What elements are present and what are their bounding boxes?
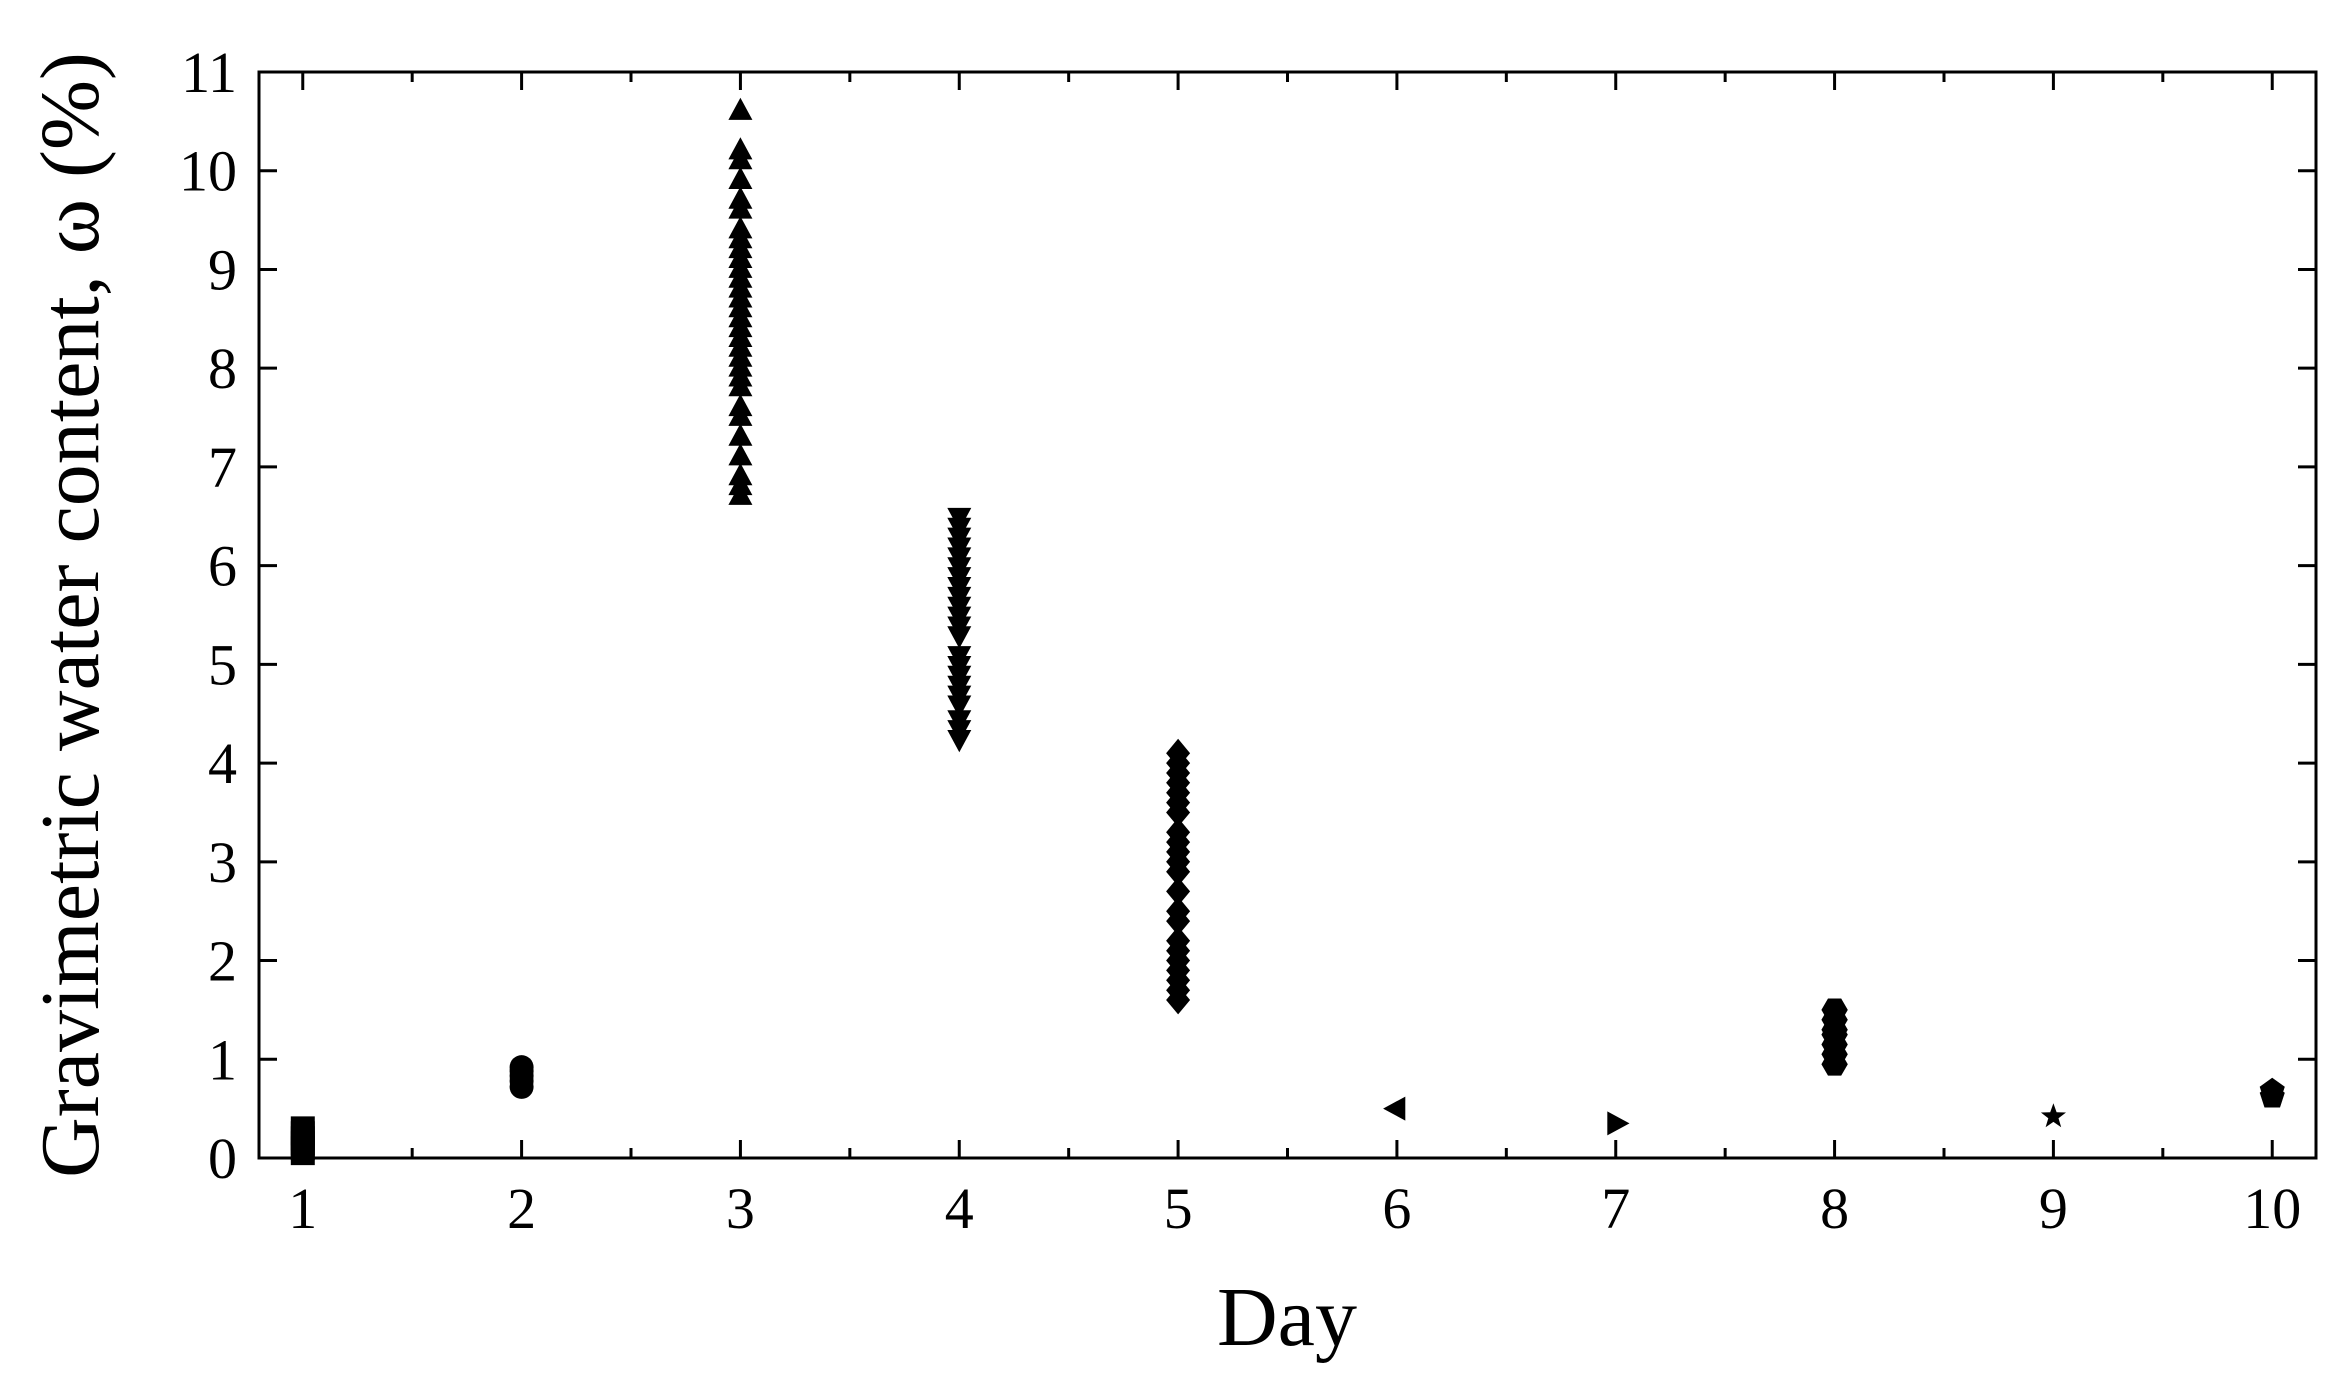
x-tick-label: 1 — [288, 1176, 317, 1241]
y-tick-label: 2 — [208, 929, 237, 994]
marker — [1607, 1111, 1630, 1136]
marker — [1166, 926, 1191, 956]
x-tick-label: 7 — [1601, 1176, 1630, 1241]
marker — [290, 1116, 315, 1141]
marker — [509, 1055, 534, 1080]
marker — [947, 507, 972, 531]
y-tick-label: 7 — [208, 435, 237, 500]
y-tick-label: 11 — [181, 40, 237, 105]
y-tick-label: 3 — [208, 830, 237, 895]
y-tick-label: 9 — [208, 237, 237, 302]
marker — [728, 443, 753, 466]
y-tick-label: 1 — [208, 1027, 237, 1092]
marker — [2259, 1077, 2285, 1102]
marker — [947, 710, 972, 733]
x-tick-label: 3 — [726, 1176, 755, 1241]
marker — [728, 97, 753, 120]
x-tick-label: 8 — [1820, 1176, 1849, 1241]
marker — [2040, 1103, 2066, 1128]
marker — [1821, 998, 1848, 1022]
marker — [728, 166, 753, 189]
x-tick-label: 2 — [507, 1176, 536, 1241]
marker — [1166, 738, 1191, 768]
marker — [728, 393, 753, 417]
x-tick-label: 4 — [945, 1176, 974, 1241]
y-tick-label: 4 — [208, 731, 237, 796]
y-tick-label: 8 — [208, 336, 237, 401]
marker — [728, 186, 753, 209]
marker — [947, 646, 972, 669]
x-tick-label: 9 — [2039, 1176, 2068, 1241]
y-tick-label: 6 — [208, 534, 237, 599]
y-axis-title: Gravimetric water content, ω (%) — [24, 52, 117, 1178]
x-axis-title: Day — [1217, 1271, 1357, 1364]
y-tick-label: 10 — [179, 139, 237, 204]
marker — [728, 423, 753, 446]
marker — [1383, 1096, 1406, 1121]
marker — [1166, 877, 1191, 906]
plot-frame — [257, 70, 2318, 1160]
marker — [728, 463, 753, 486]
marker — [728, 137, 753, 160]
marker — [728, 216, 753, 239]
x-tick-label: 10 — [2243, 1176, 2301, 1241]
y-tick-label: 5 — [208, 632, 237, 697]
x-tick-label: 6 — [1382, 1176, 1411, 1241]
y-tick-label: 0 — [208, 1126, 237, 1191]
marker — [1166, 896, 1191, 926]
x-tick-label: 5 — [1164, 1176, 1193, 1241]
marker — [1166, 817, 1191, 847]
